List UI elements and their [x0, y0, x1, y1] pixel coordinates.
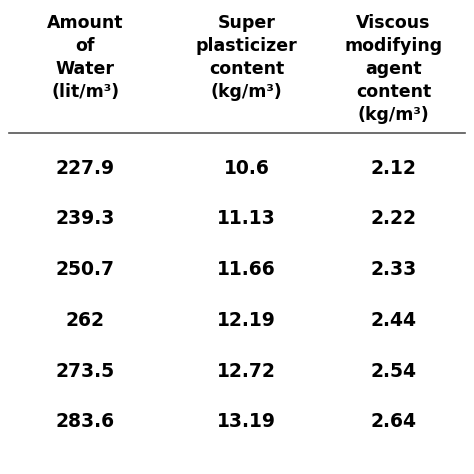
- Text: 227.9: 227.9: [56, 159, 115, 178]
- Text: 11.66: 11.66: [217, 260, 276, 279]
- Text: 2.44: 2.44: [370, 311, 417, 330]
- Text: 283.6: 283.6: [56, 412, 115, 431]
- Text: Super
plasticizer
content
(kg/m³): Super plasticizer content (kg/m³): [196, 14, 297, 101]
- Text: 10.6: 10.6: [224, 159, 269, 178]
- Text: 2.33: 2.33: [370, 260, 417, 279]
- Text: 2.54: 2.54: [370, 362, 417, 381]
- Text: 12.72: 12.72: [217, 362, 276, 381]
- Text: 262: 262: [66, 311, 105, 330]
- Text: 2.64: 2.64: [370, 412, 417, 431]
- Text: Amount
of
Water
(lit/m³): Amount of Water (lit/m³): [47, 14, 124, 101]
- Text: 13.19: 13.19: [217, 412, 276, 431]
- Text: 2.22: 2.22: [370, 210, 417, 228]
- Text: 239.3: 239.3: [55, 210, 115, 228]
- Text: Viscous
modifying
agent
content
(kg/m³): Viscous modifying agent content (kg/m³): [344, 14, 443, 124]
- Text: 273.5: 273.5: [56, 362, 115, 381]
- Text: 250.7: 250.7: [56, 260, 115, 279]
- Text: 11.13: 11.13: [217, 210, 276, 228]
- Text: 2.12: 2.12: [371, 159, 416, 178]
- Text: 12.19: 12.19: [217, 311, 276, 330]
